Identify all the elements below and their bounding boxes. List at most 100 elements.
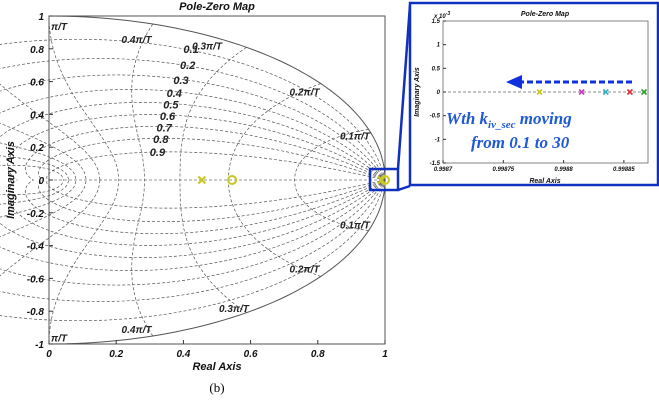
x-tick-label: 0.2 <box>109 349 123 360</box>
damping-label: 0.6 <box>160 111 176 123</box>
inset-y-tick-label: 0 <box>437 90 441 96</box>
zero-marker <box>227 175 238 185</box>
main-x-axis-label: Real Axis <box>192 361 241 373</box>
inset-y-axis-label: Imaginary Axis <box>414 67 421 117</box>
damping-curve <box>46 179 386 209</box>
damping-curve <box>0 74 386 181</box>
y-tick-label: -0.4 <box>27 242 45 253</box>
natural-frequency-curve <box>179 179 247 313</box>
y-tick-label: 0.4 <box>30 110 44 121</box>
x-tick-label: 0 <box>46 349 52 360</box>
y-tick-label: -0.8 <box>27 307 45 318</box>
inset-x-axis-label: Real Axis <box>529 178 560 185</box>
inset-pole-marker <box>536 88 543 96</box>
damping-curve <box>0 179 386 322</box>
inset-y-tick-label: 0.5 <box>432 66 441 72</box>
grid-labels: 0.1 0.2 0.30.40.50.60.70.80.9 0.4π/T 0.3π/T 0… <box>51 22 371 345</box>
natural-frequency-curve <box>0 179 87 238</box>
zoom-connector-bottom <box>397 184 411 192</box>
damping-curve <box>38 137 386 181</box>
damping-curve <box>46 151 386 181</box>
main-axis-ticks: 0 0.2 0.4 0.6 0.8 1 1 0.8 0.6 0.4 0.2 0 -0.2 -0.4 -0.6… <box>27 12 388 360</box>
inset-y-tick-label: -1 <box>435 137 441 143</box>
x-tick-label: 0.8 <box>311 349 325 360</box>
main-y-axis-label: Imaginary Axis <box>5 141 17 219</box>
inset-y-tick-label: -0.5 <box>430 114 441 120</box>
damping-curve <box>38 179 386 223</box>
x-tick-label: 0.6 <box>244 349 258 360</box>
zoom-indicator <box>368 4 412 192</box>
zero-marker <box>380 175 390 185</box>
y-tick-label: -1 <box>35 340 44 351</box>
damping-curve <box>0 179 386 258</box>
natural-frequency-label: 0.4π/T <box>122 325 153 336</box>
natural-frequency-curve <box>131 179 154 337</box>
natural-frequency-curve <box>179 47 247 181</box>
figure-caption: (b) <box>209 380 224 395</box>
damping-curve <box>7 179 386 246</box>
inset-chart-title: Pole-Zero Map <box>521 11 570 18</box>
zoom-connector-top <box>396 4 412 170</box>
natural-frequency-curve <box>227 83 321 181</box>
damping-label: 0.9 <box>150 147 166 159</box>
damping-label: 0.3 <box>173 75 188 87</box>
natural-frequency-label: 0.1π/T <box>340 220 371 231</box>
zoom-box <box>368 167 400 192</box>
damping-label: 0.1 <box>183 44 198 56</box>
main-pole-zero-points <box>197 175 390 185</box>
x-tick-label: 1 <box>382 349 388 360</box>
pole-marker <box>197 175 207 185</box>
inset-x-tick-label: 0.99875 <box>492 167 514 173</box>
z-plane-grid <box>0 15 386 345</box>
damping-curve <box>7 114 386 181</box>
damping-label: 0.4 <box>167 88 182 100</box>
inset-pole-marker <box>602 88 609 96</box>
y-tick-label: 0.8 <box>30 45 44 56</box>
natural-frequency-label: 0.3π/T <box>219 304 250 315</box>
natural-frequency-curve <box>294 179 369 232</box>
y-tick-label: -0.6 <box>27 274 45 285</box>
annotation-line-1: Wth kiv_sec moving <box>446 109 572 131</box>
inset-pole-marker <box>578 88 585 96</box>
natural-frequency-curve <box>0 122 87 181</box>
inset-y-tick-label: 1.5 <box>432 19 441 25</box>
inset-pole-marker <box>626 88 633 96</box>
natural-frequency-curve <box>0 179 64 195</box>
natural-frequency-curve <box>0 165 64 181</box>
main-pole-zero-chart: Pole-Zero Map 0 0.2 0.4 0.6 0.8 110.80.60.40.… <box>0 1 390 373</box>
natural-frequency-label: 0.4π/T <box>122 35 153 46</box>
natural-frequency-label: 0.3π/T <box>192 42 223 53</box>
inset-pole-marker <box>640 88 648 96</box>
inset-x-tick-label: 0.9987 <box>434 167 453 173</box>
y-tick-label: 1 <box>38 12 44 23</box>
damping-curve <box>0 179 386 286</box>
annotation-line-2: from 0.1 to 30 <box>471 133 570 152</box>
inset-x-tick-label: 0.99885 <box>613 167 635 173</box>
natural-frequency-label: π/T <box>51 22 68 33</box>
x-tick-label: 0.4 <box>176 349 190 360</box>
inset-multiplier: x 10-3 <box>433 11 450 20</box>
y-tick-label: -0.2 <box>27 209 45 220</box>
natural-frequency-label: 0.2π/T <box>290 265 321 276</box>
natural-frequency-curve <box>294 128 369 181</box>
inset-y-tick-label: -1.5 <box>430 161 441 167</box>
natural-frequency-curve <box>131 23 154 181</box>
natural-frequency-curve <box>0 179 70 205</box>
damping-label: 0.5 <box>163 100 179 112</box>
damping-curve <box>0 38 386 181</box>
natural-frequency-curve <box>48 179 120 345</box>
y-tick-label: 0.6 <box>30 78 44 89</box>
inset-axis-ticks: 0.99870.998750.99880.998850.99890.998951… <box>430 19 648 173</box>
natural-frequency-label: 0.2π/T <box>290 87 321 98</box>
direction-arrow-head <box>506 75 522 89</box>
damping-label: 0.2 <box>180 60 195 72</box>
y-tick-label: 0 <box>38 176 44 187</box>
damping-label: 0.8 <box>153 134 169 146</box>
natural-frequency-curve <box>48 15 120 181</box>
damping-label: 0.7 <box>157 123 173 135</box>
natural-frequency-label: π/T <box>51 333 68 344</box>
natural-frequency-curve <box>0 155 70 181</box>
damping-curve <box>0 179 386 302</box>
natural-frequency-curve <box>227 179 321 277</box>
